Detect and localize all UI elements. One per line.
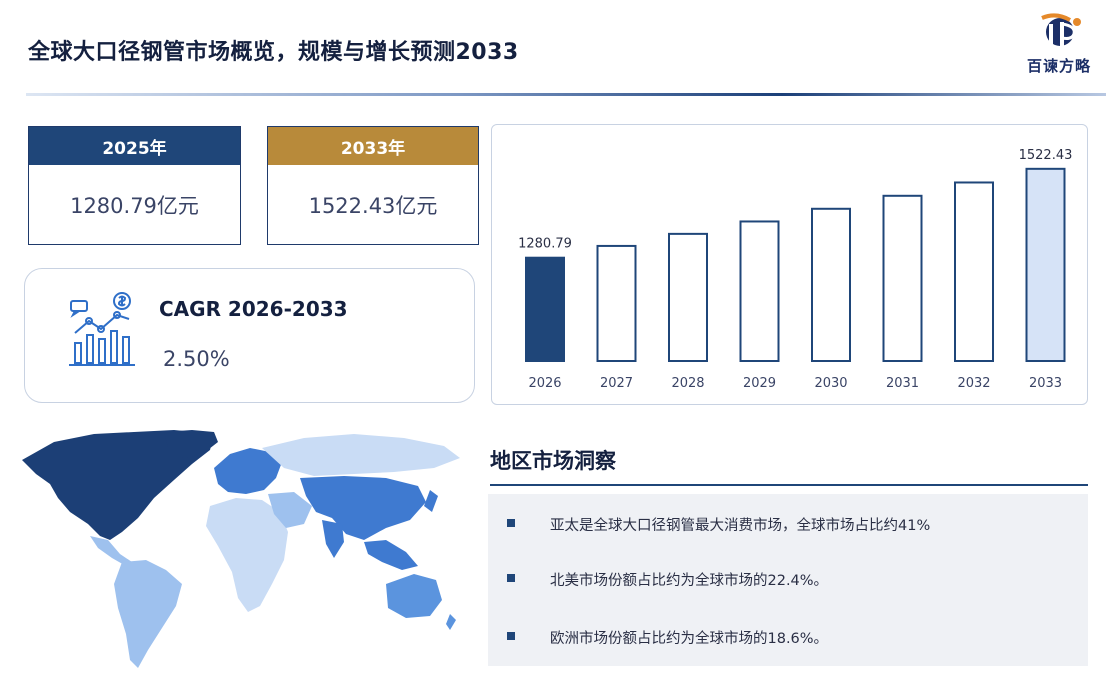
bullet-icon — [507, 574, 515, 582]
stat-card-2033-value: 1522.43亿元 — [308, 194, 438, 218]
cagr-value: 2.50% — [163, 347, 230, 371]
x-tick-label: 2030 — [814, 376, 847, 391]
bar-2030 — [811, 207, 851, 362]
page-title: 全球大口径钢管市场概览，规模与增长预测2033 — [28, 40, 519, 65]
bullet-icon — [507, 632, 515, 640]
bar-2028 — [668, 232, 708, 362]
map-australia — [386, 574, 442, 618]
cagr-label: CAGR 2026-2033 — [159, 297, 348, 321]
growth-chart-icon — [69, 292, 135, 366]
x-tick-label: 2032 — [957, 376, 990, 391]
bar-chart-panel: 2026 1280.79 2027 2028 2029 2030 2031 2032 2033 1… — [491, 124, 1088, 405]
bar-2031 — [882, 194, 923, 362]
region-divider — [490, 484, 1088, 486]
map-middle-east — [268, 492, 312, 528]
map-asia — [300, 476, 426, 540]
map-south-america — [114, 560, 182, 668]
map-new-zealand — [446, 614, 456, 630]
map-russia — [262, 434, 460, 476]
region-insight-north-america: 北美市场份额占比约为全球市场的22.4%。 — [550, 573, 829, 589]
world-map — [22, 430, 460, 668]
map-central-america — [90, 536, 132, 566]
stat-card-2025-label: 2025年 — [29, 127, 240, 165]
bar-2032 — [954, 181, 994, 362]
map-north-america — [22, 430, 214, 540]
map-japan — [424, 490, 438, 512]
brand-logo-icon — [1041, 13, 1081, 52]
x-tick-label: 2029 — [743, 376, 776, 391]
stat-card-2025: 2025年 1280.79亿元 — [28, 126, 241, 245]
region-insight-panel: 亚太是全球大口径钢管最大消费市场，全球市场占比约41% 北美市场份额占比约为全球… — [488, 494, 1088, 666]
x-tick-label: 2033 — [1029, 376, 1062, 391]
stat-card-2033-label: 2033年 — [268, 127, 478, 165]
bar-2027 — [596, 244, 637, 362]
map-africa — [206, 498, 288, 612]
list-item: 北美市场份额占比约为全球市场的22.4%。 — [488, 569, 1088, 589]
bar-2033 — [1025, 167, 1066, 363]
bar-2026 — [525, 256, 565, 362]
title-divider — [26, 93, 1106, 96]
x-tick-label: 2027 — [600, 376, 633, 391]
map-greenland — [164, 430, 218, 458]
region-insight-title: 地区市场洞察 — [490, 449, 616, 473]
stat-card-2025-value: 1280.79亿元 — [70, 194, 199, 218]
cagr-card: CAGR 2026-2033 2.50% — [24, 268, 475, 403]
data-label: 1522.43 — [1019, 148, 1073, 163]
x-tick-label: 2031 — [886, 376, 919, 391]
region-insight-asia: 亚太是全球大口径钢管最大消费市场，全球市场占比约41% — [550, 518, 931, 534]
logo-text: 百谏方略 — [1027, 57, 1092, 75]
map-southeast-asia — [364, 540, 418, 570]
x-tick-label: 2026 — [528, 376, 561, 391]
list-item: 欧洲市场份额占比约为全球市场的18.6%。 — [488, 627, 1088, 647]
data-label: 1280.79 — [518, 237, 572, 252]
list-item: 亚太是全球大口径钢管最大消费市场，全球市场占比约41% — [488, 514, 1088, 534]
stat-card-2033: 2033年 1522.43亿元 — [267, 126, 479, 245]
bar-2029 — [739, 220, 780, 362]
x-tick-label: 2028 — [671, 376, 704, 391]
bullet-icon — [507, 519, 515, 527]
map-europe — [214, 448, 282, 494]
region-insight-europe: 欧洲市场份额占比约为全球市场的18.6%。 — [550, 631, 829, 647]
bar-chart: 2026 1280.79 2027 2028 2029 2030 2031 2032 2033 1… — [518, 148, 1073, 391]
map-india — [322, 520, 344, 558]
